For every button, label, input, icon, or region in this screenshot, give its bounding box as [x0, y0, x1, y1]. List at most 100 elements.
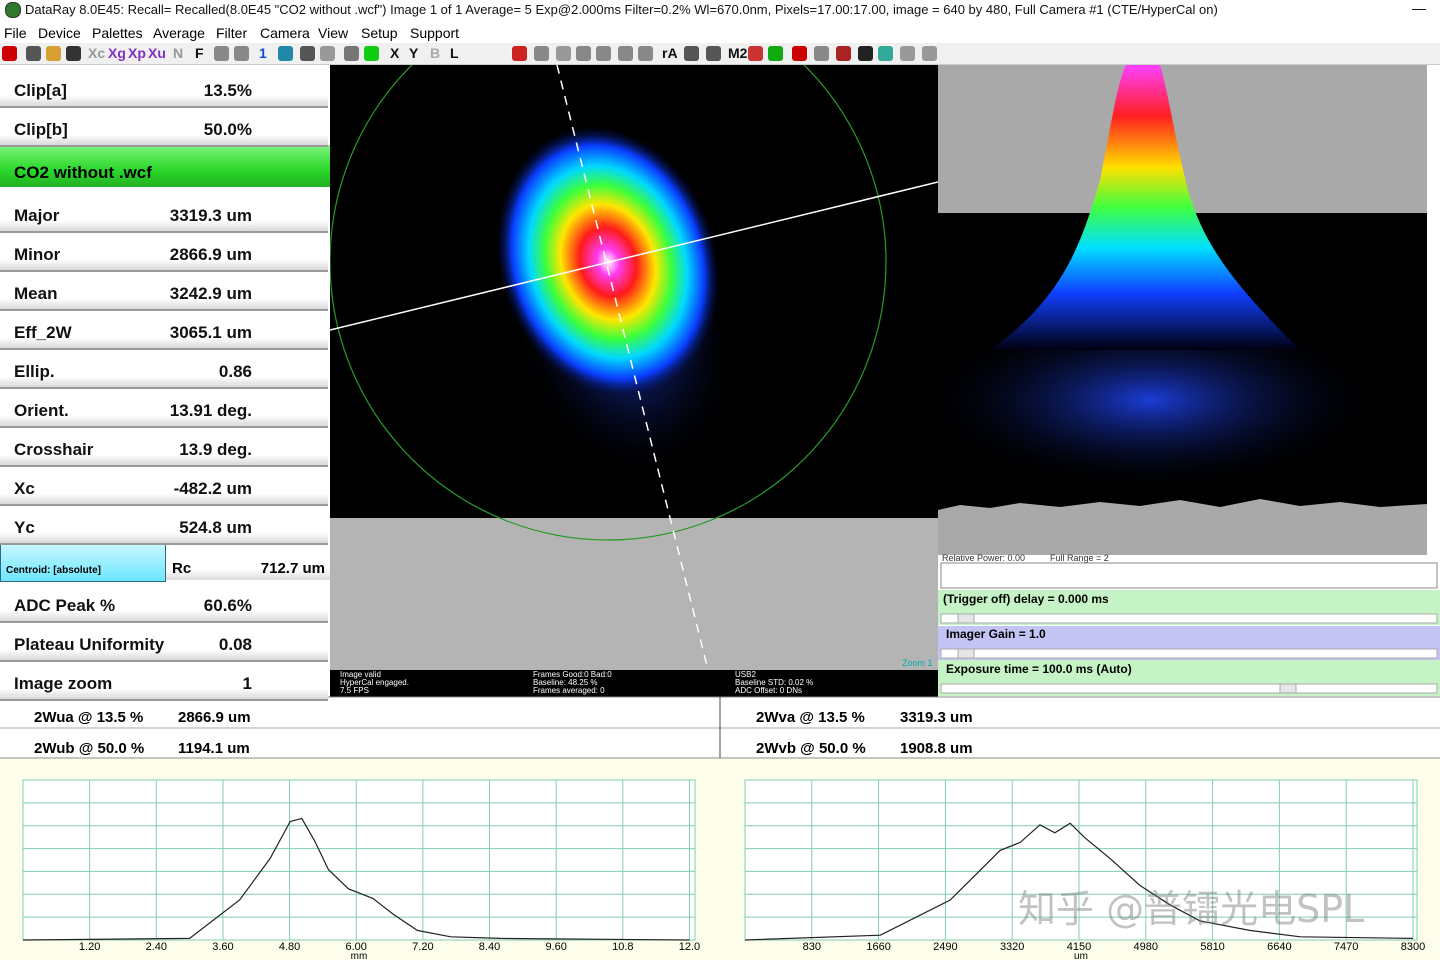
- toolbar-button[interactable]: F: [195, 45, 204, 61]
- toolbar-button[interactable]: Xc: [88, 45, 106, 61]
- menu-item[interactable]: Camera: [260, 25, 310, 41]
- minimize-button[interactable]: —: [1412, 0, 1426, 16]
- toolbar-icon[interactable]: [858, 46, 873, 61]
- status-text: ADC Offset: 0 DNs: [735, 686, 802, 695]
- result-row: Ellip. 0.86: [0, 353, 328, 389]
- toolbar-icon[interactable]: [768, 46, 783, 61]
- toolbar-icon[interactable]: [922, 46, 937, 61]
- x-tick-label: 6.00: [346, 941, 367, 953]
- result-row: Mean 3242.9 um: [0, 275, 328, 311]
- delay-slider[interactable]: [940, 613, 1438, 624]
- toolbar-icon[interactable]: [46, 46, 61, 61]
- exposure-time: Exposure time = 100.0 ms (Auto): [946, 662, 1132, 676]
- centroid-mode[interactable]: Centroid: [absolute]: [0, 543, 166, 582]
- result-row: Major 3319.3 um: [0, 197, 328, 233]
- result-label: Image zoom: [14, 674, 113, 693]
- toolbar-icon[interactable]: [278, 46, 293, 61]
- result-row: Eff_2W 3065.1 um: [0, 314, 328, 350]
- x-tick-label: 7470: [1334, 941, 1358, 953]
- toolbar-button[interactable]: X: [390, 45, 400, 61]
- result-value: 1: [242, 674, 252, 693]
- toolbar-button[interactable]: L: [450, 45, 459, 61]
- width-text: 1194.1 um: [178, 740, 250, 757]
- toolbar-icon[interactable]: [836, 46, 851, 61]
- toolbar-button[interactable]: 1: [259, 45, 267, 61]
- menu-item[interactable]: Setup: [361, 25, 398, 41]
- toolbar-icon[interactable]: [706, 46, 721, 61]
- power-box: [940, 562, 1438, 589]
- x-tick-label: 4150: [1067, 941, 1091, 953]
- toolbar-icon[interactable]: [792, 46, 807, 61]
- result-value: 0.08: [218, 635, 252, 654]
- toolbar-button[interactable]: M2: [728, 45, 748, 61]
- peak-surface: [990, 65, 1300, 350]
- menu-item[interactable]: Filter: [216, 25, 248, 41]
- rc-name: Rc: [172, 560, 192, 577]
- toolbar-icon[interactable]: [26, 46, 41, 61]
- result-row: Xc -482.2 um: [0, 470, 328, 506]
- toolbar-icon[interactable]: [814, 46, 829, 61]
- result-value: 60.6%: [203, 596, 252, 615]
- toolbar-button[interactable]: Xu: [148, 45, 166, 61]
- toolbar-icon[interactable]: [214, 46, 229, 61]
- menu-item[interactable]: View: [318, 25, 349, 41]
- toolbar-icon[interactable]: [300, 46, 315, 61]
- width-text: 2Wub @ 50.0 %: [34, 740, 145, 757]
- profile-line: [744, 822, 1413, 941]
- exposure-slider[interactable]: [940, 683, 1438, 694]
- plot-area: [744, 779, 1418, 941]
- status-text: Frames Good:0 Bad:0: [533, 670, 612, 679]
- toolbar-icon[interactable]: [344, 46, 359, 61]
- result-row: Image zoom 1: [0, 665, 328, 701]
- width-text: 2Wua @ 13.5 %: [34, 709, 144, 726]
- result-row: Plateau Uniformity 0.08: [0, 626, 328, 662]
- toolbar-icon[interactable]: [596, 46, 611, 61]
- toolbar-button[interactable]: Xp: [128, 45, 146, 61]
- toolbar-icon[interactable]: [66, 46, 81, 61]
- result-label: Eff_2W: [14, 323, 72, 342]
- toolbar-icon[interactable]: [878, 46, 893, 61]
- menu-item[interactable]: Support: [410, 25, 460, 41]
- x-tick-label: 9.60: [545, 941, 566, 953]
- toolbar-icon[interactable]: [900, 46, 915, 61]
- toolbar-icon[interactable]: [234, 46, 249, 61]
- result-label: Orient.: [14, 401, 69, 420]
- menu-item[interactable]: Average: [153, 25, 205, 41]
- result-value: 13.9 deg.: [179, 440, 252, 459]
- toolbar-icon[interactable]: [684, 46, 699, 61]
- result-value: 50.0%: [203, 120, 252, 139]
- toolbar-icon[interactable]: [576, 46, 591, 61]
- toolbar-icon[interactable]: [364, 46, 379, 61]
- crosshair-major: [330, 181, 938, 331]
- toolbar-icon[interactable]: [2, 46, 17, 61]
- toolbar-icon[interactable]: [556, 46, 571, 61]
- toolbar-button[interactable]: rA: [662, 45, 678, 61]
- toolbar-button[interactable]: Y: [409, 45, 419, 61]
- toolbar-icon[interactable]: [534, 46, 549, 61]
- aperture-circle: [330, 65, 887, 541]
- toolbar-icon[interactable]: [618, 46, 633, 61]
- result-row: Crosshair 13.9 deg.: [0, 431, 328, 467]
- toolbar-icon[interactable]: [512, 46, 527, 61]
- result-value: 2866.9 um: [169, 245, 252, 264]
- toolbar-button[interactable]: B: [430, 45, 441, 61]
- file-name: CO2 without .wcf: [14, 163, 152, 182]
- x-tick-label: 2490: [933, 941, 957, 953]
- menu-item[interactable]: Palettes: [92, 25, 143, 41]
- x-tick-label: 3320: [1000, 941, 1024, 953]
- result-value: 13.5%: [203, 81, 252, 100]
- rc-row: Rc 712.7 um: [166, 543, 330, 580]
- toolbar-button[interactable]: N: [173, 45, 184, 61]
- toolbar-icon[interactable]: [320, 46, 335, 61]
- x-tick-label: 8.40: [479, 941, 500, 953]
- menu-item[interactable]: Device: [38, 25, 81, 41]
- status-bar: [330, 670, 938, 697]
- toolbar-icon[interactable]: [748, 46, 763, 61]
- toolbar-button[interactable]: Xg: [108, 45, 126, 61]
- gain-slider[interactable]: [940, 648, 1438, 659]
- menu-item[interactable]: File: [4, 25, 27, 41]
- x-tick-label: 1.20: [79, 941, 100, 953]
- toolbar-icon[interactable]: [638, 46, 653, 61]
- result-value: 524.8 um: [179, 518, 252, 537]
